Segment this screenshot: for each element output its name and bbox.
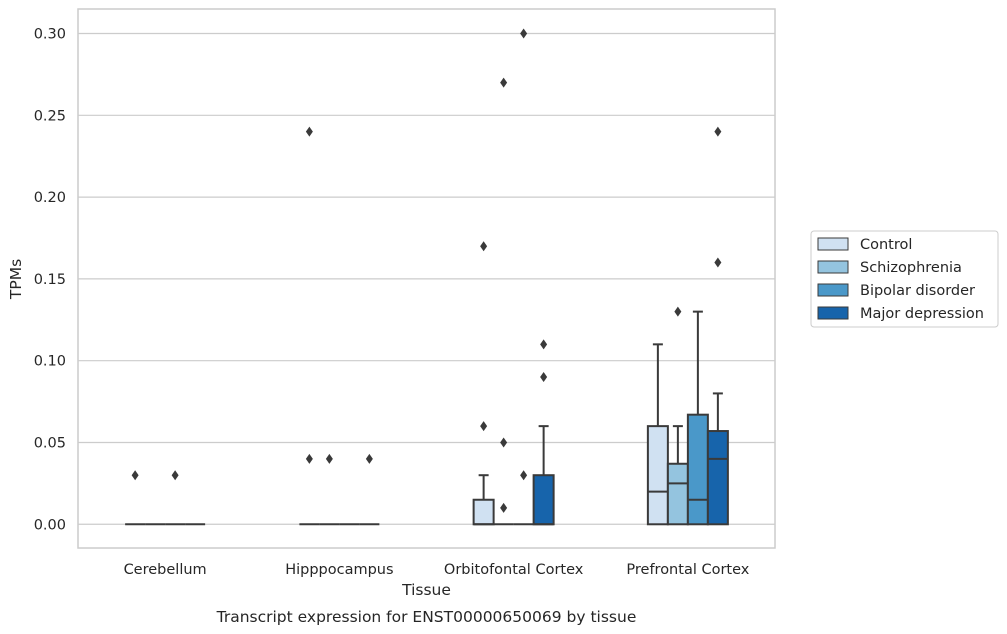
outlier-point bbox=[480, 421, 488, 432]
y-tick-label: 0.15 bbox=[34, 272, 66, 288]
outlier-point bbox=[305, 126, 313, 137]
outlier-point bbox=[500, 77, 508, 88]
box-group bbox=[359, 453, 380, 526]
box-group bbox=[532, 339, 555, 526]
legend-item: Major depression bbox=[817, 306, 984, 322]
legend-swatch bbox=[817, 283, 849, 297]
box-marks bbox=[125, 28, 729, 526]
box-group bbox=[666, 306, 689, 526]
outlier-point bbox=[714, 126, 722, 137]
y-axis-label: TPMs bbox=[7, 259, 25, 300]
box-group bbox=[472, 241, 495, 526]
x-tick-label: Prefrontal Cortex bbox=[626, 562, 749, 578]
outlier-point bbox=[500, 437, 508, 448]
outlier-point bbox=[714, 257, 722, 268]
outlier-point bbox=[540, 372, 548, 383]
y-tick-label: 0.20 bbox=[34, 190, 66, 206]
box-group bbox=[125, 470, 146, 526]
legend-label: Major depression bbox=[860, 306, 984, 322]
outlier-point bbox=[325, 453, 333, 464]
box-group bbox=[165, 470, 186, 526]
legend: Control Schizophrenia Bipolar disorder Majo… bbox=[810, 230, 999, 328]
x-tick-label: Orbitofontal Cortex bbox=[444, 562, 584, 578]
legend-item: Bipolar disorder bbox=[817, 283, 975, 299]
outlier-point bbox=[131, 470, 139, 481]
y-tick-labels: 0.00 0.05 0.10 0.15 0.20 0.25 0.30 bbox=[34, 27, 66, 534]
legend-swatch bbox=[817, 260, 849, 274]
box-group bbox=[319, 453, 340, 526]
box-group bbox=[513, 28, 534, 526]
chart-title: Transcript expression for ENST0000065006… bbox=[216, 608, 637, 626]
box-group bbox=[299, 126, 320, 526]
y-tick-label: 0.10 bbox=[34, 354, 66, 370]
outlier-point bbox=[540, 339, 548, 350]
legend-item: Control bbox=[817, 237, 912, 253]
box-group bbox=[646, 343, 669, 526]
box-body bbox=[532, 474, 555, 526]
y-tick-label: 0.00 bbox=[34, 517, 66, 533]
legend-frame bbox=[810, 230, 999, 328]
legend-label: Schizophrenia bbox=[860, 260, 962, 276]
x-tick-label: Hipppocampus bbox=[285, 562, 393, 578]
outlier-point bbox=[305, 453, 313, 464]
x-axis-label: Tissue bbox=[401, 581, 451, 599]
box-body bbox=[686, 413, 709, 526]
y-gridlines bbox=[78, 32, 775, 525]
box-group bbox=[686, 310, 709, 526]
box-group bbox=[706, 126, 729, 526]
outlier-point bbox=[520, 28, 528, 39]
x-tick-label: Cerebellum bbox=[124, 562, 207, 578]
box-body bbox=[646, 425, 669, 526]
legend-label: Control bbox=[860, 237, 912, 253]
legend-label: Bipolar disorder bbox=[860, 283, 975, 299]
legend-item: Schizophrenia bbox=[817, 260, 962, 276]
box-body bbox=[706, 430, 729, 526]
box-body bbox=[472, 498, 495, 526]
legend-swatch bbox=[817, 237, 849, 251]
outlier-point bbox=[171, 470, 179, 481]
y-tick-label: 0.30 bbox=[34, 27, 66, 43]
outlier-point bbox=[520, 470, 528, 481]
y-tick-label: 0.25 bbox=[34, 108, 66, 124]
plot-area-frame bbox=[77, 8, 776, 549]
legend-swatch bbox=[817, 306, 849, 320]
outlier-point bbox=[674, 306, 682, 317]
y-tick-label: 0.05 bbox=[34, 435, 66, 451]
box-group bbox=[493, 77, 514, 526]
outlier-point bbox=[500, 502, 508, 513]
x-tick-labels: Cerebellum Hipppocampus Orbitofontal Corte… bbox=[124, 562, 750, 578]
outlier-point bbox=[365, 453, 373, 464]
box-body bbox=[666, 462, 689, 526]
outlier-point bbox=[480, 241, 488, 252]
